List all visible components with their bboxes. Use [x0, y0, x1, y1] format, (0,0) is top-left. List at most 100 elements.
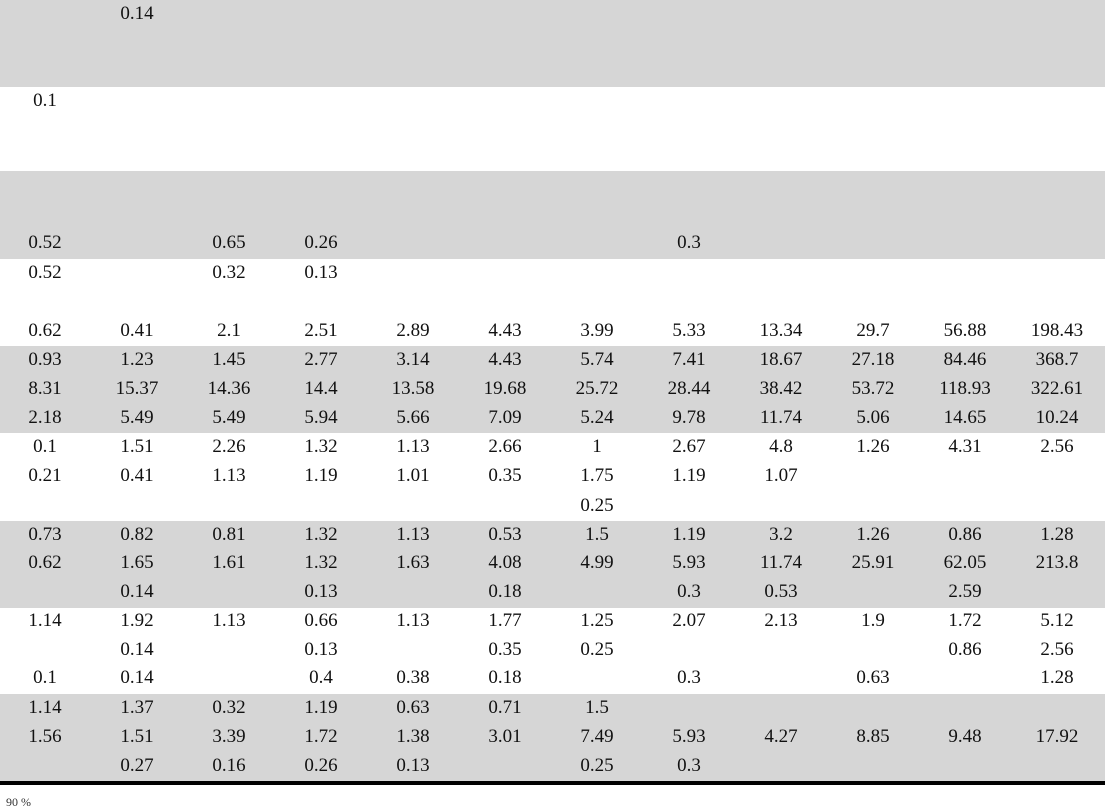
table-cell: 1.56: [28, 726, 62, 747]
table-cell: 1.25: [580, 610, 614, 631]
table-cell: 4.27: [764, 726, 798, 747]
table-cell: 0.3: [677, 581, 701, 602]
table-cell: 5.49: [120, 407, 154, 428]
table-cell: 62.05: [943, 552, 987, 573]
table-cell: 2.56: [1040, 436, 1074, 457]
table-cell: 1.72: [304, 726, 338, 747]
table-cell: 0.32: [212, 262, 246, 283]
table-cell: 1.13: [396, 436, 430, 457]
table-cell: 1.07: [764, 465, 798, 486]
table-cell: 0.81: [212, 524, 246, 545]
table-cell: 15.37: [115, 378, 159, 399]
table-cell: 4.31: [948, 436, 982, 457]
table-cell: 9.78: [672, 407, 706, 428]
table-cell: 10.24: [1035, 407, 1079, 428]
table-cell: 2.13: [764, 610, 798, 631]
table-cell: 118.93: [939, 378, 991, 399]
table-cell: 0.53: [764, 581, 798, 602]
table-cell: 1.13: [212, 610, 246, 631]
table-cell: 0.27: [120, 755, 154, 776]
table-cell: 1.28: [1040, 524, 1074, 545]
table-cell: 13.58: [391, 378, 435, 399]
table-cell: 29.7: [856, 320, 890, 341]
table-cell: 0.66: [304, 610, 338, 631]
table-cell: 0.53: [488, 524, 522, 545]
table-cell: 1.32: [304, 436, 338, 457]
table-cell: 5.24: [580, 407, 614, 428]
table-cell: 2.77: [304, 349, 338, 370]
table-cell: 0.63: [856, 667, 890, 688]
table-cell: 5.94: [304, 407, 338, 428]
table-cell: 0.82: [120, 524, 154, 545]
table-cell: 0.35: [488, 639, 522, 660]
table-cell: 2.67: [672, 436, 706, 457]
table-cell: 1.37: [120, 697, 154, 718]
table-bottom-rule: [0, 781, 1105, 785]
table-cell: 1.63: [396, 552, 430, 573]
table-cell: 0.1: [33, 667, 57, 688]
table-cell: 7.09: [488, 407, 522, 428]
table-cell: 0.18: [488, 667, 522, 688]
table-cell: 5.74: [580, 349, 614, 370]
table-cell: 0.13: [304, 262, 338, 283]
table-cell: 2.18: [28, 407, 62, 428]
table-cell: 2.51: [304, 320, 338, 341]
table-cell: 0.93: [28, 349, 62, 370]
table-cell: 0.21: [28, 465, 62, 486]
table-cell: 0.35: [488, 465, 522, 486]
table-cell: 0.52: [28, 232, 62, 253]
table-cell: 3.39: [212, 726, 246, 747]
table-cell: 1.77: [488, 610, 522, 631]
table-cell: 1.32: [304, 524, 338, 545]
table-cell: 5.66: [396, 407, 430, 428]
table-cell: 1.45: [212, 349, 246, 370]
table-cell: 0.3: [677, 232, 701, 253]
table-cell: 1.65: [120, 552, 154, 573]
table-cell: 4.08: [488, 552, 522, 573]
table-cell: 1.28: [1040, 667, 1074, 688]
table-cell: 5.33: [672, 320, 706, 341]
table-cell: 0.4: [309, 667, 333, 688]
table-cell: 0.73: [28, 524, 62, 545]
table-cell: 0.86: [948, 639, 982, 660]
row-band-shaded: [0, 171, 1105, 259]
table-cell: 53.72: [851, 378, 895, 399]
table-cell: 0.14: [120, 3, 154, 24]
table-cell: 2.07: [672, 610, 706, 631]
table-cell: 1.13: [396, 524, 430, 545]
table-cell: 3.14: [396, 349, 430, 370]
table-cell: 1.19: [304, 465, 338, 486]
table-cell: 7.41: [672, 349, 706, 370]
table-cell: 5.93: [672, 726, 706, 747]
table-cell: 0.1: [33, 436, 57, 457]
table-cell: 1.75: [580, 465, 614, 486]
table-cell: 5.12: [1040, 610, 1074, 631]
row-band-shaded: [0, 694, 1105, 781]
table-cell: 1.9: [861, 610, 885, 631]
table-cell: 1.01: [396, 465, 430, 486]
row-band-shaded: [0, 0, 1105, 87]
table-cell: 4.43: [488, 349, 522, 370]
table-cell: 1.5: [585, 697, 609, 718]
table-cell: 2.1: [217, 320, 241, 341]
table-cell: 322.61: [1030, 378, 1084, 399]
table-cell: 14.65: [943, 407, 987, 428]
table-cell: 1.61: [212, 552, 246, 573]
table-cell: 25.72: [575, 378, 619, 399]
table-cell: 2.89: [396, 320, 430, 341]
table-cell: 1.23: [120, 349, 154, 370]
table-cell: 0.71: [488, 697, 522, 718]
table-cell: 0.3: [677, 755, 701, 776]
table-cell: 4.43: [488, 320, 522, 341]
footer-note: 90 %: [6, 796, 31, 809]
row-band-shaded: [0, 346, 1105, 433]
table-cell: 7.49: [580, 726, 614, 747]
table-cell: 1.72: [948, 610, 982, 631]
table-cell: 1: [592, 436, 602, 457]
table-cell: 0.38: [396, 667, 430, 688]
table-cell: 0.26: [304, 755, 338, 776]
table-cell: 3.2: [769, 524, 793, 545]
table-cell: 1.26: [856, 524, 890, 545]
table-cell: 0.25: [580, 639, 614, 660]
table-cell: 13.34: [759, 320, 803, 341]
